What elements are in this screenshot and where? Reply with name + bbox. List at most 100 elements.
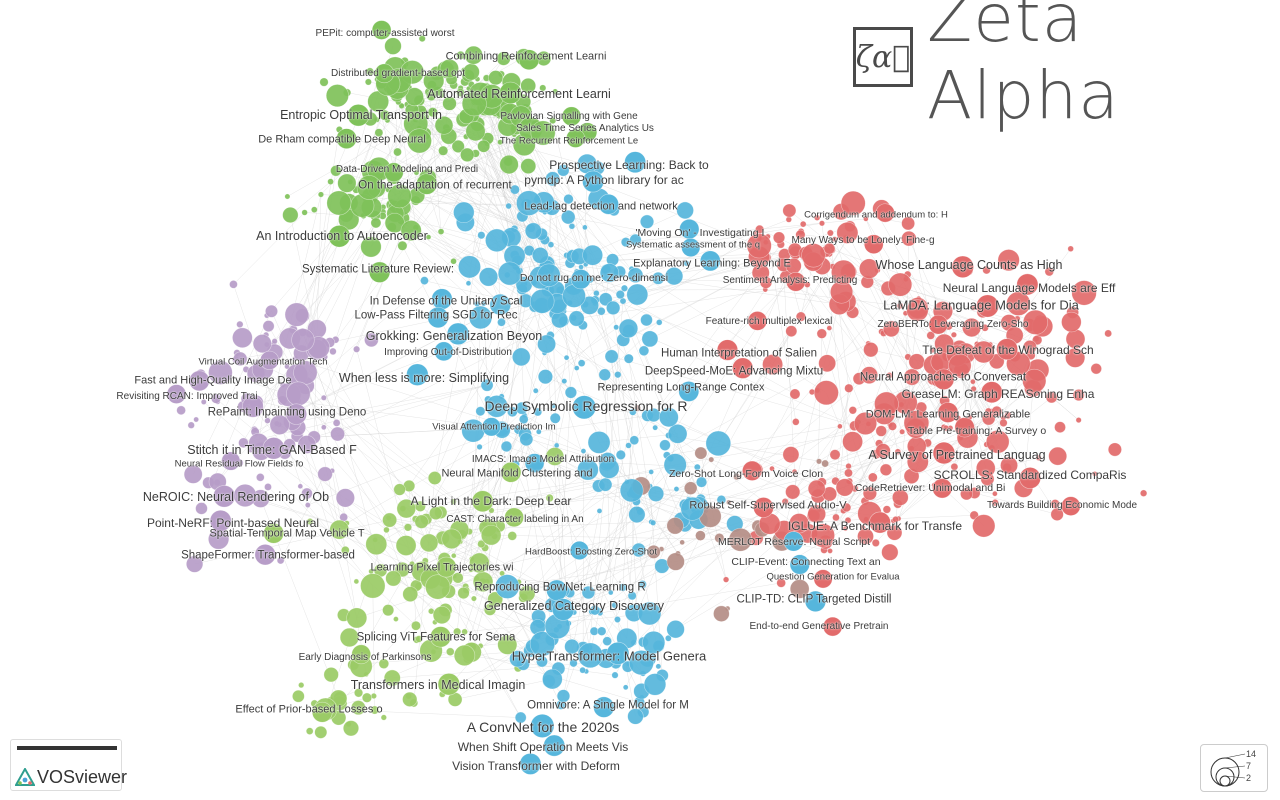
paper-node[interactable] [353,578,360,585]
paper-node[interactable] [265,304,278,318]
paper-node[interactable] [489,293,512,316]
paper-label[interactable]: When Shift Operation Meets Vis [457,740,629,754]
paper-node[interactable] [903,368,921,386]
paper-node[interactable] [598,477,613,492]
paper-node[interactable] [589,604,601,616]
paper-node[interactable] [679,539,685,546]
paper-node[interactable] [886,524,903,541]
paper-node[interactable] [480,378,494,392]
paper-node[interactable] [393,483,406,496]
paper-node[interactable] [762,354,784,375]
paper-node[interactable] [572,395,597,420]
paper-node[interactable] [351,644,371,665]
paper-node[interactable] [187,421,195,429]
paper-node[interactable] [453,644,476,667]
paper-node[interactable] [638,345,650,357]
paper-node[interactable] [353,688,364,698]
paper-label[interactable]: Deep Symbolic Regression for R [484,398,688,414]
paper-node[interactable] [468,305,493,330]
paper-node[interactable] [382,512,398,528]
paper-node[interactable] [613,324,620,331]
paper-node[interactable] [337,173,357,193]
paper-node[interactable] [509,184,520,195]
paper-node[interactable] [480,524,502,546]
paper-node[interactable] [305,727,314,735]
paper-node[interactable] [678,381,700,402]
paper-node[interactable] [462,63,480,81]
paper-node[interactable] [488,70,504,86]
paper-node[interactable] [713,605,730,622]
paper-node[interactable] [813,380,839,406]
paper-node[interactable] [782,203,797,218]
paper-label[interactable]: Vision Transformer with Deform [452,759,620,773]
paper-node[interactable] [844,383,854,393]
paper-label[interactable]: Systematic assessment of the q [625,239,761,251]
paper-node[interactable] [545,493,554,503]
paper-node[interactable] [416,173,438,195]
paper-node[interactable] [413,169,420,176]
paper-node[interactable] [992,490,998,497]
paper-node[interactable] [683,260,690,267]
paper-label[interactable]: Virtual Coil Augmentation Tech [198,356,328,368]
paper-node[interactable] [566,128,586,148]
paper-node[interactable] [545,171,561,187]
paper-node[interactable] [537,263,561,287]
paper-node[interactable] [298,681,305,689]
paper-node[interactable] [695,530,706,541]
paper-node[interactable] [937,402,959,423]
paper-node[interactable] [871,538,880,547]
paper-node[interactable] [577,359,586,367]
paper-node[interactable] [593,289,600,297]
paper-node[interactable] [886,371,893,379]
paper-node[interactable] [564,386,577,399]
paper-node[interactable] [997,249,1020,272]
paper-node[interactable] [297,483,304,490]
paper-node[interactable] [655,319,663,326]
paper-label[interactable]: IGLUE: A Benchmark for Transfe [787,519,963,533]
paper-node[interactable] [728,527,753,552]
paper-node[interactable] [383,526,390,534]
paper-node[interactable] [213,485,236,508]
paper-label[interactable]: Whose Language Counts as High [875,257,1063,272]
paper-node[interactable] [271,338,278,345]
paper-node[interactable] [185,555,204,573]
paper-node[interactable] [241,395,264,418]
paper-node[interactable] [415,635,423,643]
paper-node[interactable] [795,311,807,322]
paper-label[interactable]: Revisiting RCAN: Improved Trai [116,391,258,402]
paper-node[interactable] [514,711,527,724]
paper-label[interactable]: Feature-rich multiplex lexical [705,316,833,327]
paper-node[interactable] [434,116,454,135]
paper-node[interactable] [188,370,210,392]
paper-node[interactable] [823,242,836,255]
paper-node[interactable] [395,535,417,556]
paper-node[interactable] [863,234,884,254]
paper-node[interactable] [568,310,585,327]
paper-label[interactable]: Effect of Prior-based Losses o [235,703,383,716]
paper-label[interactable]: Many Ways to be Lonely: Fine-g [791,235,935,246]
paper-node[interactable] [827,548,833,554]
paper-node[interactable] [516,190,542,216]
paper-node[interactable] [641,330,659,348]
paper-node[interactable] [659,439,671,451]
paper-node[interactable] [537,369,553,385]
paper-node[interactable] [840,190,866,216]
paper-node[interactable] [360,573,386,599]
paper-node[interactable] [438,145,449,156]
paper-node[interactable] [549,412,561,424]
paper-node[interactable] [831,236,838,243]
paper-node[interactable] [646,544,661,559]
paper-node[interactable] [629,233,642,246]
paper-node[interactable] [1022,368,1047,393]
paper-node[interactable] [317,191,325,198]
paper-node[interactable] [882,320,900,338]
paper-node[interactable] [209,509,232,532]
paper-node[interactable] [499,81,522,105]
paper-label[interactable]: Low-Pass Filtering SGD for Rec [354,309,518,322]
paper-node[interactable] [818,354,837,373]
paper-label[interactable]: Transformers in Medical Imagin [350,677,526,692]
paper-node[interactable] [262,437,285,460]
paper-node[interactable] [580,448,587,454]
paper-node[interactable] [926,331,936,340]
paper-node[interactable] [552,88,559,95]
